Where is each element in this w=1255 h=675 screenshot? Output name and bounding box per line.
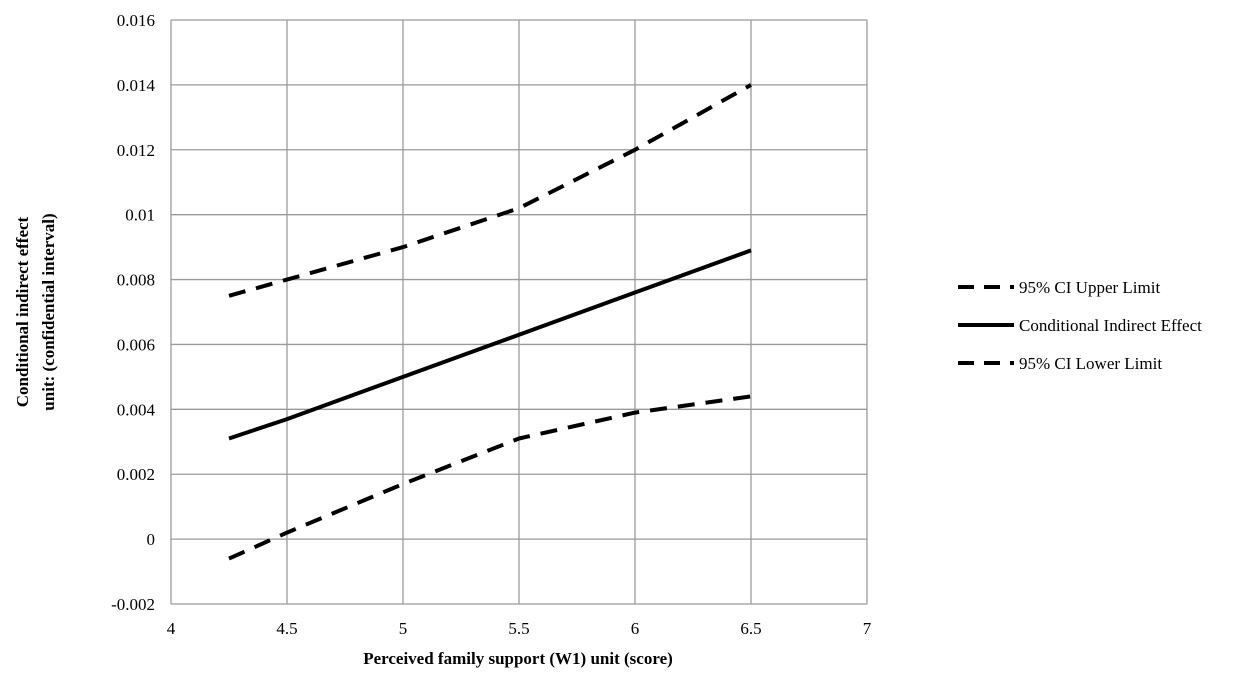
y-tick-label: 0.006	[117, 335, 155, 354]
y-axis-title-line-1: Conditional indirect effect	[13, 216, 32, 407]
x-tick-label: 4.5	[276, 619, 297, 638]
x-tick-label: 4	[167, 619, 176, 638]
y-tick-label: -0.002	[111, 595, 155, 614]
x-tick-label: 5.5	[508, 619, 529, 638]
x-tick-labels: 4 4.5 5 5.5 6 6.5 7	[167, 619, 872, 638]
legend: 95% CI Upper Limit Conditional Indirect E…	[958, 278, 1202, 373]
x-tick-label: 5	[399, 619, 408, 638]
series-line-conditional-indirect-effect	[228, 248, 752, 441]
x-axis-title: Perceived family support (W1) unit (scor…	[363, 649, 673, 668]
y-tick-labels: -0.002 0 0.002 0.004 0.006 0.008 0.01 0.012 0.01…	[111, 11, 155, 614]
chart-grid	[170, 19, 868, 605]
y-tick-label: 0.012	[117, 141, 155, 160]
series-line-95-ci-upper-limit	[228, 83, 752, 298]
x-tick-label: 6.5	[740, 619, 761, 638]
y-tick-label: 0	[147, 530, 156, 549]
y-axis-title-line-2: unit: (confidential interval)	[39, 213, 58, 410]
legend-label-95-ci-lower-limit: 95% CI Lower Limit	[1019, 354, 1162, 373]
y-tick-label: 0.01	[125, 206, 155, 225]
y-tick-label: 0.004	[117, 400, 156, 419]
y-tick-label: 0.002	[117, 465, 155, 484]
legend-label-conditional-indirect-effect: Conditional Indirect Effect	[1019, 316, 1202, 335]
y-tick-label: 0.008	[117, 271, 155, 290]
y-tick-label: 0.016	[117, 11, 155, 30]
y-tick-label: 0.014	[117, 76, 156, 95]
chart-series	[228, 83, 752, 561]
x-tick-label: 6	[631, 619, 640, 638]
legend-label-95-ci-upper-limit: 95% CI Upper Limit	[1019, 278, 1160, 297]
y-axis-title: Conditional indirect effect unit: (confi…	[13, 213, 58, 410]
x-tick-label: 7	[863, 619, 872, 638]
series-line-95-ci-lower-limit	[228, 394, 752, 561]
